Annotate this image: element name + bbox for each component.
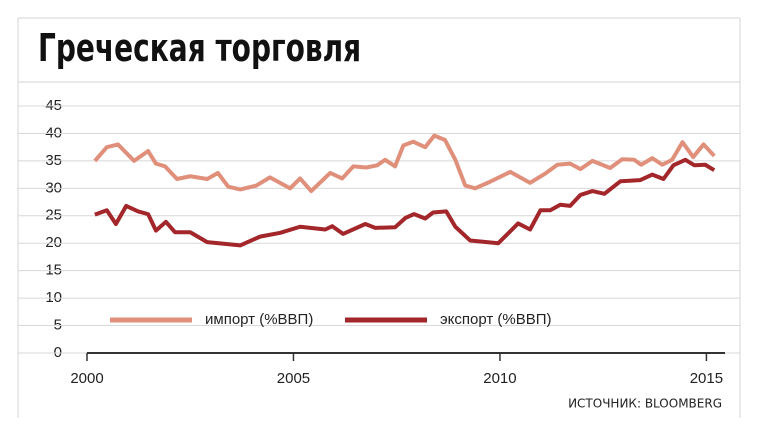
legend-label: экспорт (%ВВП)	[440, 311, 552, 328]
y-tick-label: 10	[45, 289, 62, 306]
source: ИСТОЧНИК: BLOOMBERG	[568, 397, 722, 411]
line-series	[94, 157, 716, 248]
x-tick-label: 2005	[277, 370, 310, 387]
y-tick-label: 15	[45, 262, 62, 279]
x-tick-label: 2000	[70, 370, 103, 387]
chart-title: Греческая торговля	[38, 27, 361, 71]
x-tick-label: 2010	[483, 370, 516, 387]
y-tick-label: 0	[54, 344, 62, 361]
y-tick-label: 40	[45, 124, 62, 141]
y-tick-label: 30	[45, 179, 62, 196]
y-tick-label: 35	[45, 152, 62, 169]
y-tick-label: 5	[54, 317, 62, 334]
legend-label: импорт (%ВВП)	[205, 311, 313, 328]
y-tick-label: 25	[45, 207, 62, 224]
x-tick-label: 2015	[690, 370, 723, 387]
y-tick-label: 45	[45, 97, 62, 114]
y-tick-label: 20	[45, 234, 62, 251]
line-series	[93, 133, 716, 194]
